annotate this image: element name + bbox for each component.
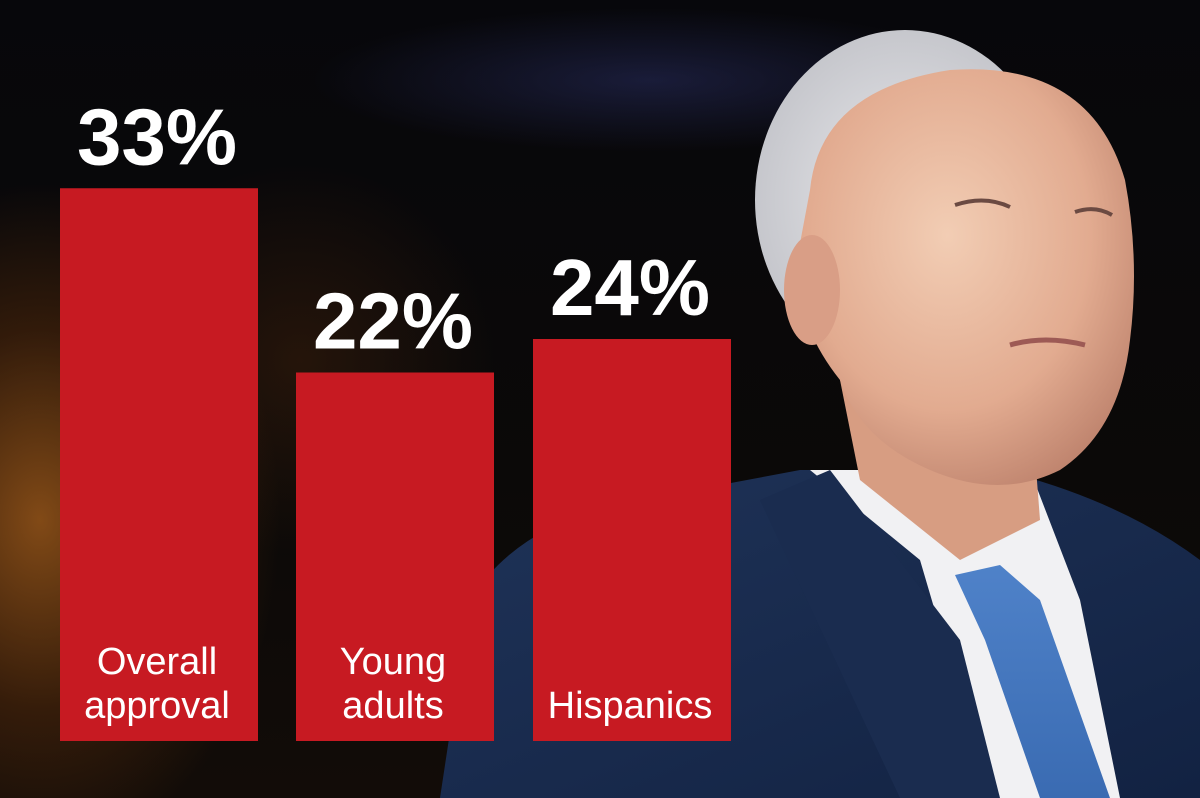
bar-0 [60, 188, 258, 741]
value-label-0: 33% [77, 92, 237, 181]
category-label-0-line-1: approval [84, 685, 230, 727]
category-label-1-line-0: Young [340, 641, 446, 683]
bar-2 [533, 339, 731, 741]
category-label-2-line-0: Hispanics [548, 685, 713, 727]
value-label-2: 24% [550, 243, 710, 332]
bar-1 [296, 372, 494, 741]
category-label-0-line-0: Overall [97, 641, 217, 683]
value-label-1: 22% [313, 277, 473, 366]
category-label-1-line-1: adults [342, 685, 443, 727]
